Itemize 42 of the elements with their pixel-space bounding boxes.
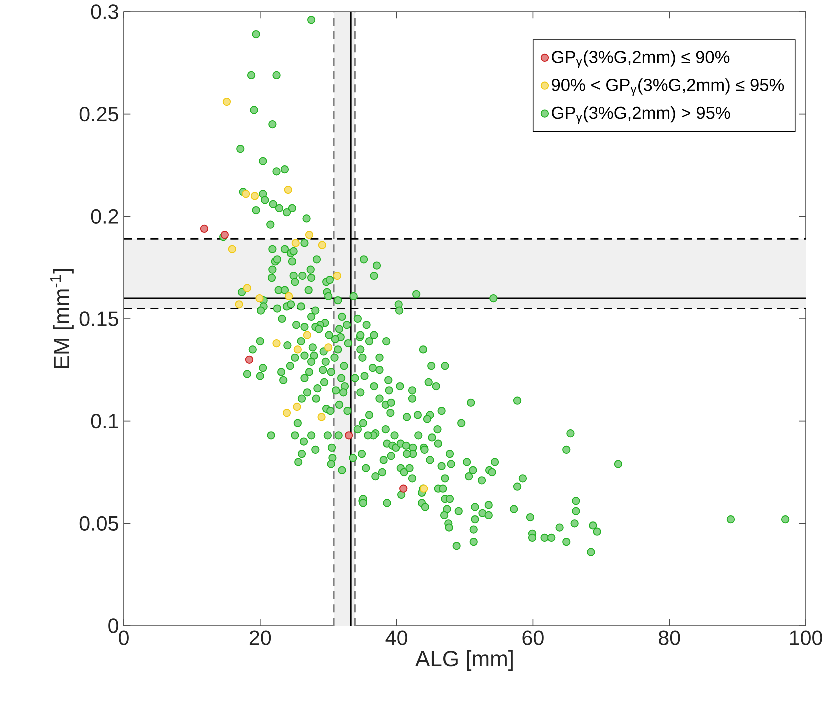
point [305, 231, 314, 240]
point [235, 300, 244, 309]
x-axis-title: ALG [mm] [416, 650, 513, 671]
point [282, 409, 292, 418]
point [284, 186, 292, 194]
point [318, 241, 327, 250]
y-tick-label: 0 [108, 618, 118, 634]
point [293, 402, 302, 412]
point [303, 331, 312, 340]
point [245, 356, 254, 364]
point [256, 294, 264, 303]
point [200, 224, 209, 234]
y-tick-label: 0.25 [80, 107, 118, 122]
y-tick-label: 0.3 [91, 4, 118, 20]
point [292, 239, 300, 248]
point [222, 98, 232, 106]
point [242, 190, 250, 198]
x-tick-label: 60 [522, 630, 544, 646]
legend-label: GP$_{γ}$(3%G,2mm) > 95% [552, 106, 730, 124]
point [228, 245, 237, 254]
x-tick-label: 100 [790, 630, 822, 646]
x-tick-label: 0 [119, 630, 129, 646]
x-tick-label: 40 [386, 630, 408, 646]
y-tick-label: 0.2 [91, 209, 118, 224]
point [243, 284, 252, 292]
point [400, 484, 408, 493]
point [284, 292, 294, 301]
x-tick-label: 20 [250, 630, 272, 646]
y-tick-label: 0.1 [91, 414, 118, 429]
y-tick-label: 0.15 [80, 312, 118, 326]
y-tick-label: 0.05 [80, 516, 118, 531]
point [294, 346, 302, 354]
legend-label: 90% < GP$_{γ}$(3%G,2mm) ≤ 95% [552, 78, 784, 96]
point [272, 339, 281, 348]
legend-label: GP$_{γ}$(3%G,2mm) ≤ 90% [552, 50, 730, 68]
point [344, 432, 354, 440]
point [324, 344, 333, 352]
x-tick-label: 80 [659, 630, 680, 646]
point [318, 413, 326, 422]
point [333, 272, 342, 280]
y-axis-title: EM [mm$^{-1}$] [50, 269, 74, 368]
point [250, 192, 260, 200]
